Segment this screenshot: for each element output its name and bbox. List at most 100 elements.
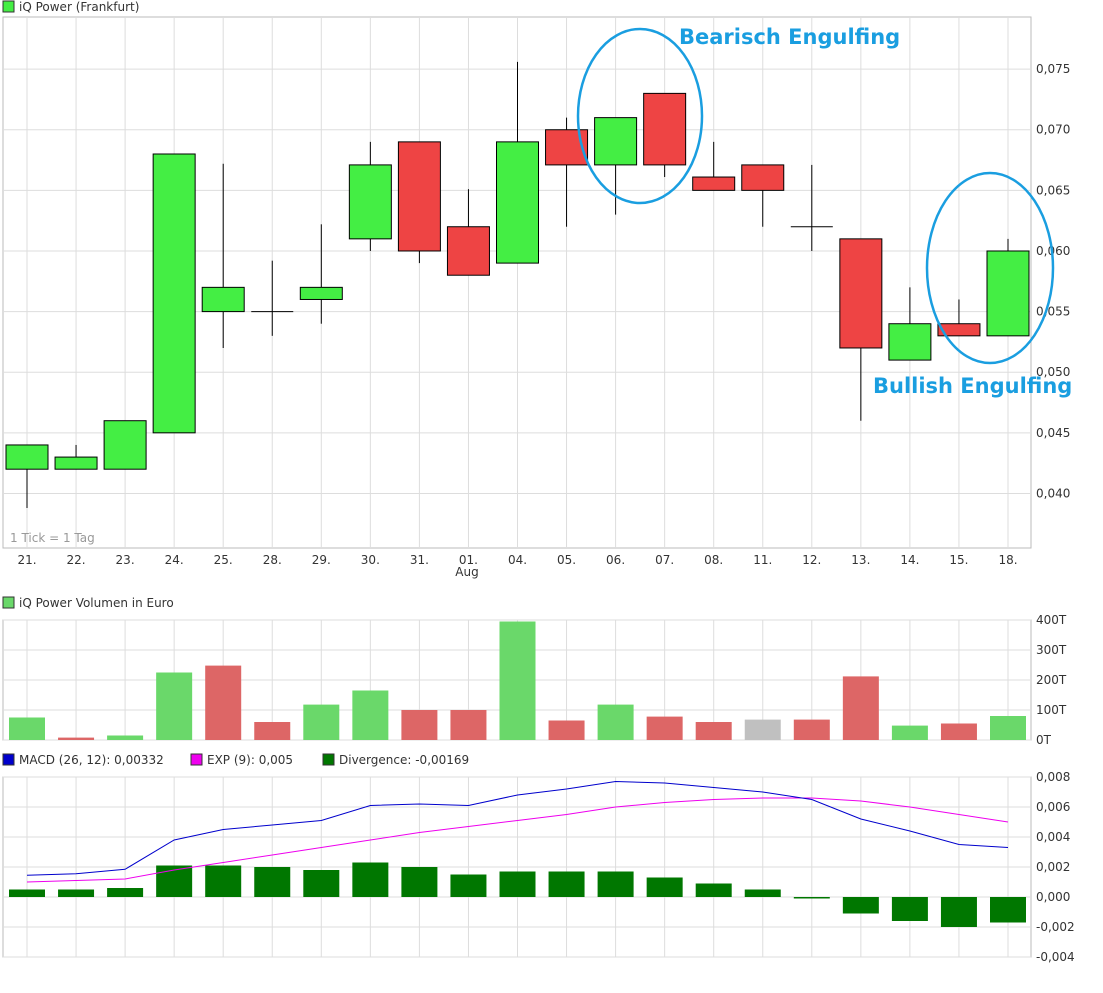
divergence-bar (107, 888, 144, 897)
price-x-tick-label: 24. (165, 553, 184, 567)
candle-body (937, 323, 981, 337)
candle (348, 141, 392, 251)
volume-y-axis: 0T 100T 200T 300T 400T (1036, 613, 1067, 747)
tick-note: 1 Tick = 1 Tag (10, 531, 95, 545)
candle-body (5, 444, 49, 470)
price-x-tick-label: 18. (998, 553, 1017, 567)
macd-line (26, 780, 1009, 876)
volume-panel: iQ Power Volumen in Euro 0T 100T 200T 300T 4… (2, 596, 1067, 747)
candle-body (741, 164, 785, 191)
candle (839, 238, 883, 421)
candle-body (152, 153, 196, 434)
candle-body (446, 226, 490, 276)
price-x-tick-label: 31. (410, 553, 429, 567)
volume-y-tick-label: 200T (1036, 673, 1067, 687)
divergence-bar (58, 889, 95, 897)
candle-body (103, 420, 147, 470)
price-x-tick-label: 08. (704, 553, 723, 567)
macd-y-tick-label: 0,002 (1036, 860, 1070, 874)
price-x-tick-label: 21. (17, 553, 36, 567)
volume-bar (352, 690, 389, 740)
price-panel: iQ Power (Frankfurt) 0,040 0,045 0,050 0,05… (2, 0, 1072, 579)
candle (299, 224, 343, 324)
volume-y-tick-label: 300T (1036, 643, 1067, 657)
bearish-engulfing-label: Bearisch Engulfing (679, 25, 900, 49)
divergence-bar (9, 889, 45, 897)
divergence-legend-label: Divergence: -0,00169 (339, 753, 469, 767)
divergence-bar (401, 867, 438, 897)
volume-bar (205, 665, 242, 740)
price-x-tick-label: 11. (753, 553, 772, 567)
candle (741, 164, 785, 227)
candle-body (643, 92, 687, 166)
candle (643, 92, 687, 178)
volume-y-tick-label: 400T (1036, 613, 1067, 627)
candle-body (201, 286, 245, 313)
volume-bar (744, 719, 781, 740)
candle (103, 420, 147, 470)
volume-bar (990, 716, 1026, 740)
price-y-tick-label: 0,070 (1036, 123, 1070, 137)
price-x-tick-label: 05. (557, 553, 576, 567)
candle-body (299, 286, 343, 300)
volume-legend-swatch (2, 596, 15, 609)
candle-body (397, 141, 441, 252)
candle (937, 299, 981, 337)
price-chart-title: iQ Power (Frankfurt) (19, 0, 139, 14)
price-x-tick-label: 28. (263, 553, 282, 567)
price-x-tick-label: 04. (508, 553, 527, 567)
candle-body (692, 176, 736, 191)
volume-bars (9, 621, 1026, 740)
volume-bar (548, 720, 585, 740)
price-x-tick-label: 06. (606, 553, 625, 567)
candle (692, 141, 736, 191)
candle (5, 444, 49, 508)
candle (201, 163, 245, 348)
exp-legend-label: EXP (9): 0,005 (207, 753, 293, 767)
price-x-tick-label: 30. (361, 553, 380, 567)
divergence-bar (205, 865, 242, 897)
divergence-bar (990, 897, 1026, 923)
macd-y-tick-label: 0,008 (1036, 770, 1070, 784)
macd-y-tick-label: 0,006 (1036, 800, 1070, 814)
volume-bar (9, 717, 45, 740)
bullish-engulfing-ellipse (925, 171, 1055, 365)
price-x-tick-label: 12. (802, 553, 821, 567)
volume-bar (156, 672, 193, 740)
candle-body (54, 456, 98, 470)
candle-body (348, 164, 392, 240)
volume-bar (891, 725, 928, 740)
divergence-bar (548, 871, 585, 897)
candle (888, 287, 932, 361)
candle (397, 141, 441, 264)
volume-bar (842, 676, 879, 740)
candle (790, 164, 833, 251)
volume-bar (303, 704, 340, 740)
price-y-tick-label: 0,040 (1036, 486, 1070, 500)
macd-legend-swatch (2, 753, 15, 766)
price-x-axis: 21. 22. 23. 24. 25. 28. 29. 30. 31. 01. 04. 05. 06. 0… (17, 553, 1017, 567)
candle (986, 238, 1030, 337)
divergence-bar (303, 870, 340, 897)
price-y-tick-label: 0,065 (1036, 183, 1070, 197)
candle-body (986, 250, 1030, 337)
volume-bar (254, 722, 291, 740)
divergence-bar (450, 874, 487, 897)
candle (496, 61, 539, 264)
bullish-engulfing-label: Bullish Engulfing (873, 374, 1072, 398)
macd-y-tick-label: 0,000 (1036, 890, 1070, 904)
volume-bar (695, 722, 732, 740)
price-y-tick-label: 0,050 (1036, 365, 1070, 379)
volume-bar (58, 737, 95, 740)
volume-bar (401, 710, 438, 740)
candle-body (496, 141, 539, 264)
volume-bar (499, 621, 536, 740)
price-x-tick-label: 22. (67, 553, 86, 567)
month-label: Aug (455, 565, 478, 579)
divergence-bar (597, 871, 634, 897)
divergence-bar (744, 889, 781, 897)
divergence-legend-swatch (322, 753, 335, 766)
price-candles (5, 61, 1030, 508)
volume-bar (450, 710, 487, 740)
